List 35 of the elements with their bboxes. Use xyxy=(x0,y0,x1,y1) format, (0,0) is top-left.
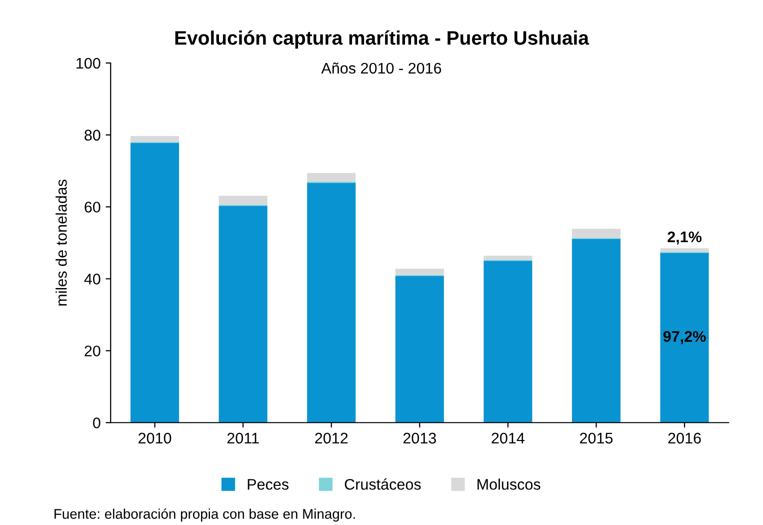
bar xyxy=(395,268,444,275)
y-tick-label: 100 xyxy=(76,58,100,69)
chart-title: Evolución captura marítima - Puerto Ushuaia xyxy=(175,30,590,49)
bar xyxy=(307,182,356,423)
x-tick-label: 2013 xyxy=(403,432,436,444)
annotation: 2,1% xyxy=(668,231,702,245)
bar xyxy=(218,206,268,423)
x-tick-label: 2015 xyxy=(580,432,613,444)
chart-subtitle: Años 2010 - 2016 xyxy=(321,62,442,74)
x-tick-label: 2012 xyxy=(315,432,348,444)
bar xyxy=(395,276,444,423)
x-tick-label: 2014 xyxy=(492,432,524,444)
y-tick-label: 40 xyxy=(84,274,100,284)
bar xyxy=(484,260,532,423)
x-tick-label: 2016 xyxy=(668,432,701,444)
source-note: Fuente: elaboración propia con base en Minagro. xyxy=(54,508,355,522)
annotation: 97,2% xyxy=(663,331,706,344)
y-axis-title: miles de toneladas xyxy=(56,180,67,306)
bar xyxy=(307,173,356,182)
y-tick-label: 60 xyxy=(84,202,100,213)
bar xyxy=(130,142,180,423)
legend-label: Moluscos xyxy=(478,478,540,490)
y-tick-label: 20 xyxy=(84,346,100,356)
x-tick-label: 2010 xyxy=(138,432,172,444)
bar xyxy=(572,228,621,238)
bar xyxy=(660,248,709,252)
bar xyxy=(218,196,268,205)
bar xyxy=(660,252,709,423)
bar xyxy=(130,136,180,142)
y-tick-label: 80 xyxy=(84,130,100,141)
bar xyxy=(572,238,621,423)
legend-label: Crustáceos xyxy=(344,478,421,490)
x-tick-label: 2011 xyxy=(227,432,259,444)
legend-label: Peces xyxy=(248,479,289,490)
y-tick-label: 0 xyxy=(93,417,100,428)
